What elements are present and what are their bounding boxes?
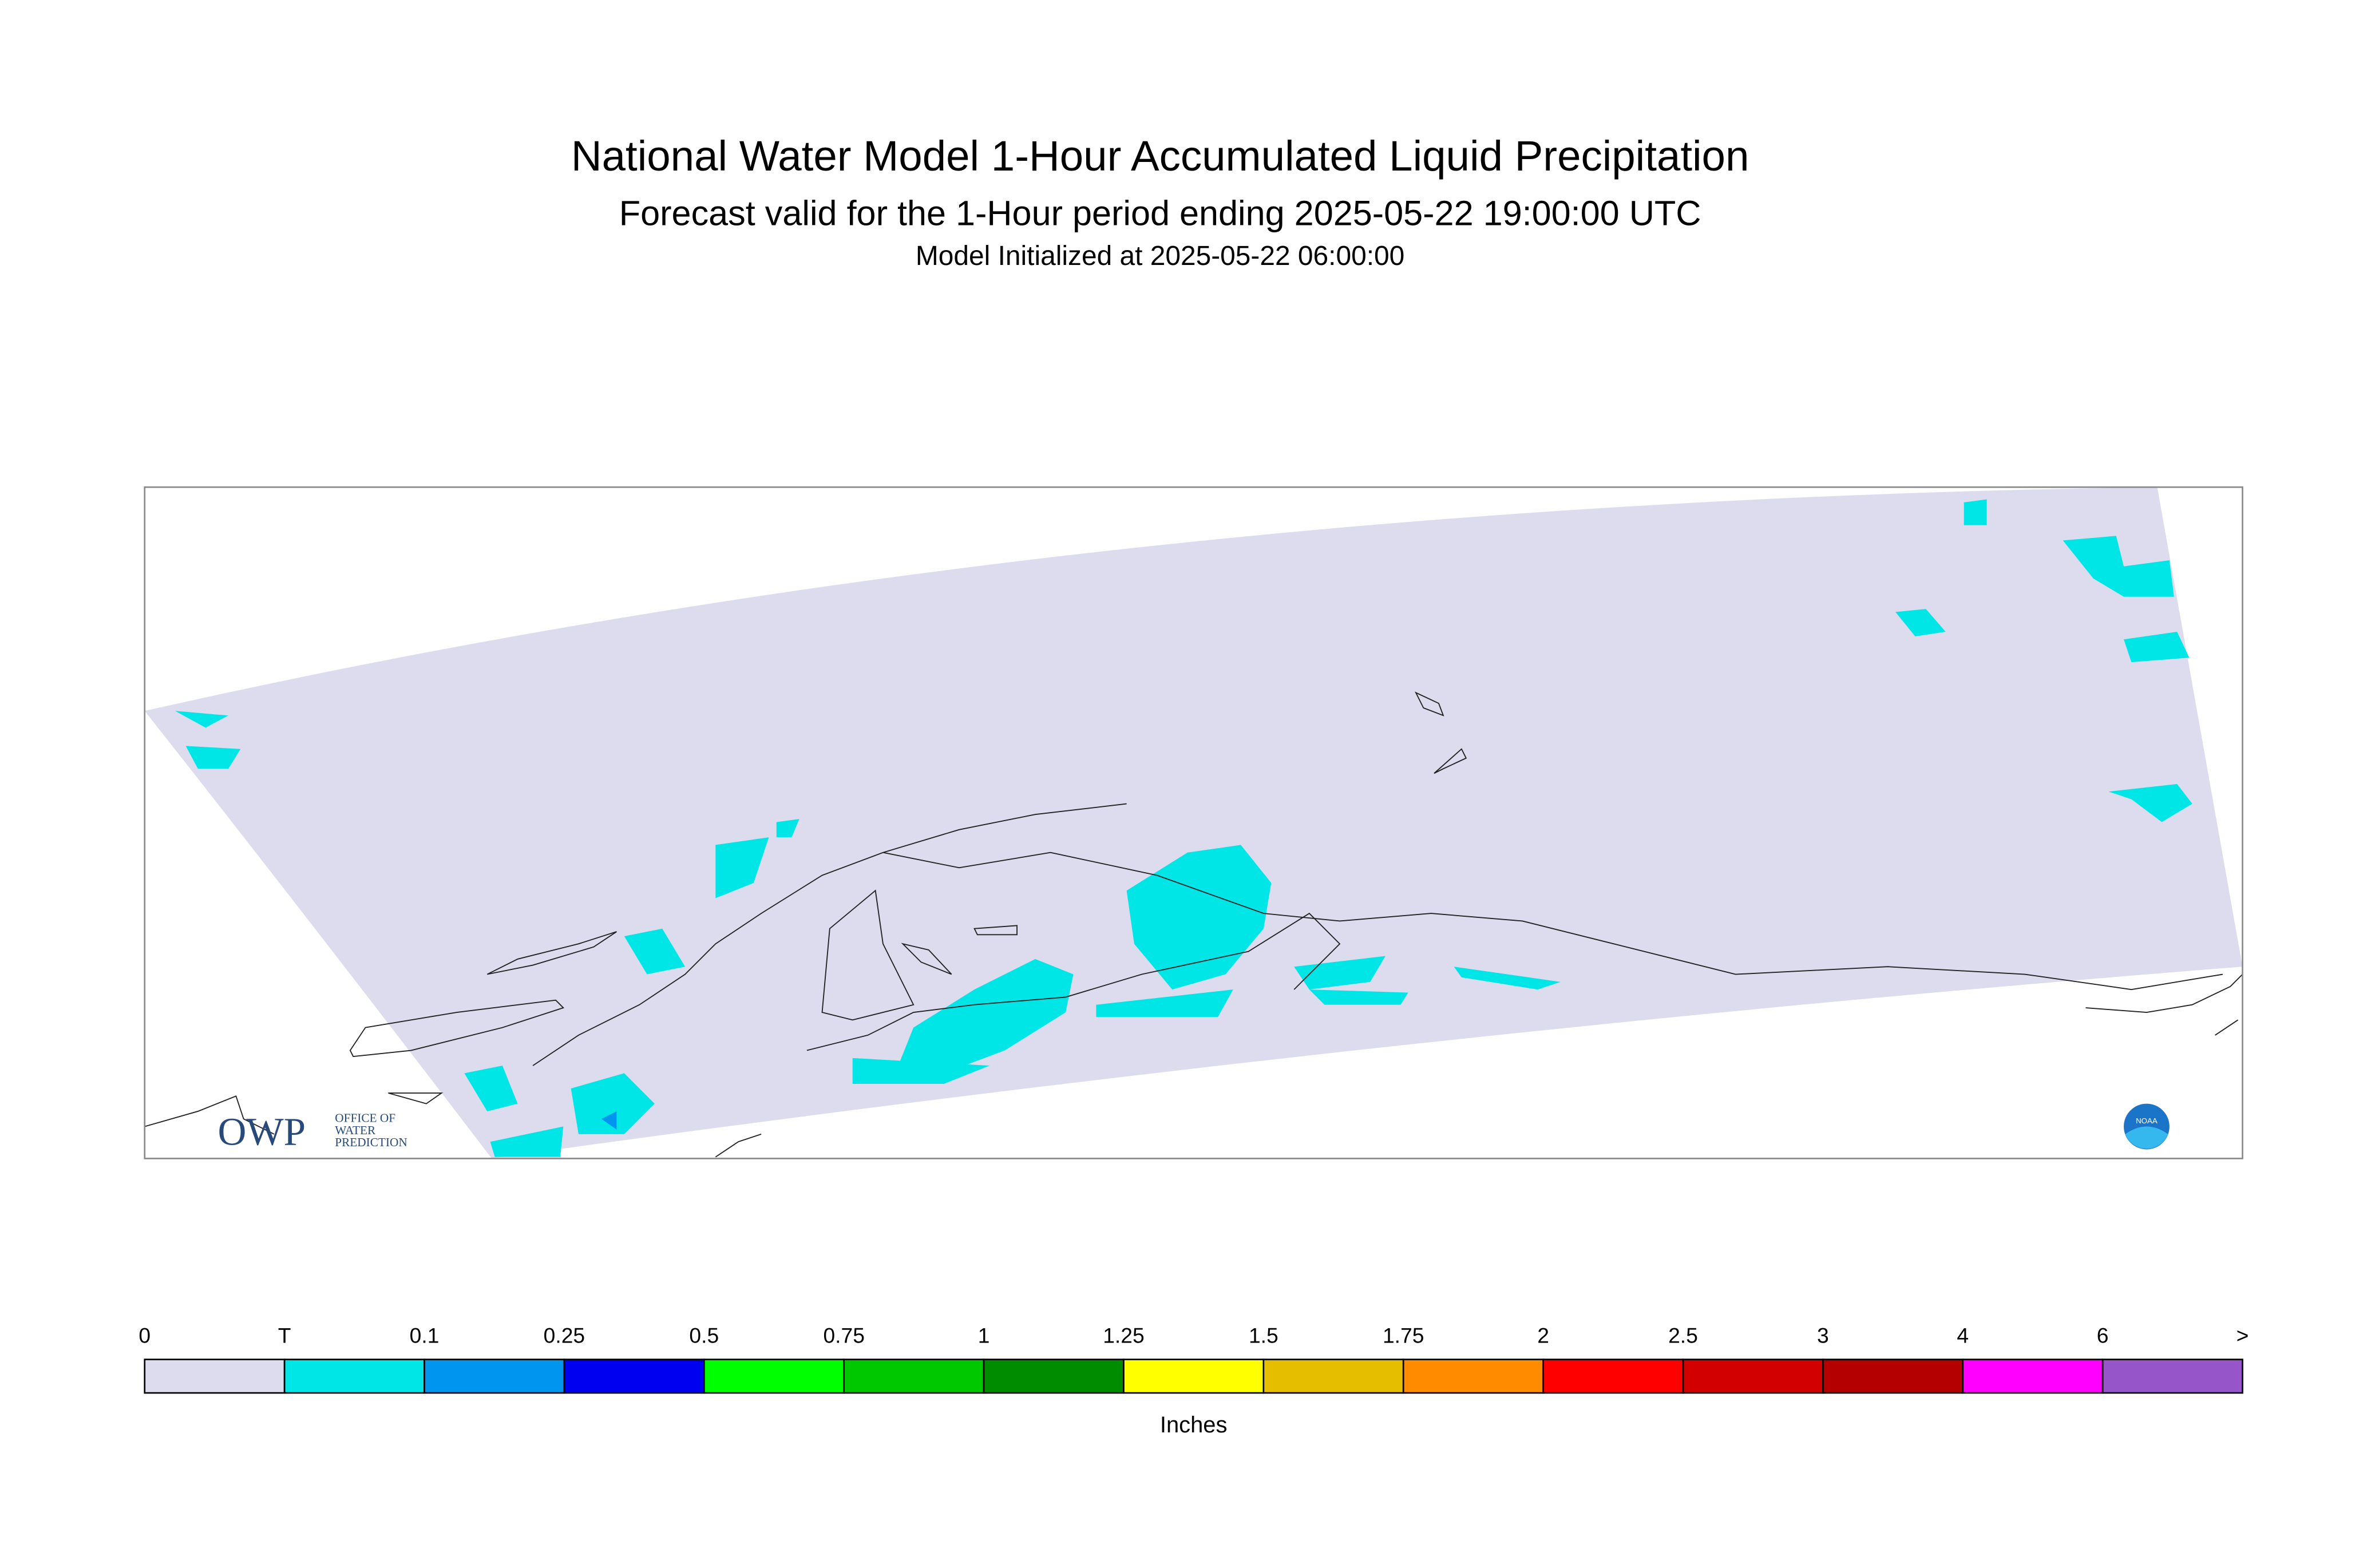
legend-label: 1.75 xyxy=(1383,1323,1424,1347)
precip-area xyxy=(1964,499,1987,525)
precip-area xyxy=(898,959,1074,1074)
legend-label: 0.1 xyxy=(410,1323,440,1347)
legend-label: 6 xyxy=(2097,1323,2109,1347)
legend-swatch xyxy=(283,1359,425,1394)
noaa-logo: NOAA xyxy=(2124,1103,2170,1150)
precip-area xyxy=(1454,967,1561,990)
legend-label: 0.25 xyxy=(544,1323,585,1347)
precip-area xyxy=(490,1126,564,1157)
owp-logo-line: PREDICTION xyxy=(335,1135,407,1149)
coastline xyxy=(1415,691,1467,774)
legend-swatch xyxy=(423,1359,565,1394)
legend-swatch xyxy=(1262,1359,1404,1394)
precip-area xyxy=(1895,609,1946,636)
coastlines xyxy=(144,691,2243,1158)
legend-label: 2.5 xyxy=(1668,1323,1698,1347)
legend-label: 1.5 xyxy=(1249,1323,1278,1347)
precip-area xyxy=(624,928,686,975)
coastline xyxy=(806,912,1341,1051)
legend-swatch xyxy=(1822,1359,1964,1394)
coastline xyxy=(715,1133,762,1158)
owp-logo-line: WATER xyxy=(335,1123,376,1137)
coastline xyxy=(2085,973,2243,1036)
coastline xyxy=(901,925,1018,975)
precip-area xyxy=(1309,989,1408,1005)
legend-swatch xyxy=(144,1359,286,1394)
owp-logo: OWP OFFICE OF WATER PREDICTION xyxy=(217,1109,407,1153)
legend-swatch xyxy=(983,1359,1125,1394)
legend-swatch xyxy=(1962,1359,2104,1394)
legend-label: > xyxy=(2237,1323,2249,1347)
legend-swatch xyxy=(563,1359,705,1394)
legend-label: 2 xyxy=(1537,1323,1549,1347)
color-legend: 0 T 0.1 0.25 0.5 0.75 1 1.25 1.5 1.75 2 2.5 3 4 6 > xyxy=(138,1323,2249,1394)
precip-area xyxy=(464,1066,518,1111)
precip-area xyxy=(175,711,229,728)
legend-swatch xyxy=(1542,1359,1684,1394)
model-domain xyxy=(144,487,2243,1159)
precip-area xyxy=(715,837,769,898)
precip-area xyxy=(2124,631,2190,663)
legend-label: 1 xyxy=(978,1323,990,1347)
map-frame xyxy=(144,486,2243,1159)
map-area: OWP OFFICE OF WATER PREDICTION NOAA xyxy=(144,487,2243,1159)
precip-area xyxy=(571,1073,655,1134)
title: National Water Model 1-Hour Accumulated … xyxy=(571,132,1749,180)
owp-logo-text: OWP xyxy=(217,1109,306,1153)
coastline xyxy=(821,889,915,1021)
precip-area xyxy=(776,819,799,838)
legend-label: 4 xyxy=(1957,1323,1969,1347)
legend-units: Inches xyxy=(1160,1412,1228,1438)
owp-logo-line: OFFICE OF xyxy=(335,1111,395,1125)
precip-area xyxy=(1096,989,1233,1017)
precip-area xyxy=(2108,784,2192,822)
legend-swatch xyxy=(703,1359,845,1394)
precip-area xyxy=(852,1058,990,1084)
precip-area xyxy=(185,746,241,769)
precip-area xyxy=(1294,956,1386,990)
legend-swatch xyxy=(1402,1359,1544,1394)
precip-area xyxy=(1126,845,1272,990)
precip-area-heavier xyxy=(601,1111,617,1130)
legend-label: 3 xyxy=(1817,1323,1829,1347)
noaa-logo-text: NOAA xyxy=(2136,1116,2158,1125)
legend-label: 0.5 xyxy=(689,1323,719,1347)
legend-swatch xyxy=(2101,1359,2243,1394)
legend-label: T xyxy=(278,1323,291,1347)
legend-label: 1.25 xyxy=(1103,1323,1144,1347)
legend-swatch xyxy=(843,1359,985,1394)
subtitle: Forecast valid for the 1-Hour period end… xyxy=(619,194,1701,233)
legend-swatch xyxy=(1123,1359,1265,1394)
precip-areas xyxy=(175,499,2192,1157)
noaa-logo-wave xyxy=(2125,1126,2168,1149)
coastline xyxy=(486,931,617,975)
legend-label: 0.75 xyxy=(823,1323,864,1347)
legend-swatch xyxy=(1682,1359,1824,1394)
coastline xyxy=(388,1092,444,1104)
legend-label: 0 xyxy=(138,1323,151,1347)
precip-area xyxy=(2063,536,2174,597)
coastline xyxy=(349,999,565,1058)
coastline xyxy=(144,1095,275,1135)
coastline xyxy=(532,803,2223,1066)
init-time: Model Initialized at 2025-05-22 06:00:00 xyxy=(916,241,1404,271)
